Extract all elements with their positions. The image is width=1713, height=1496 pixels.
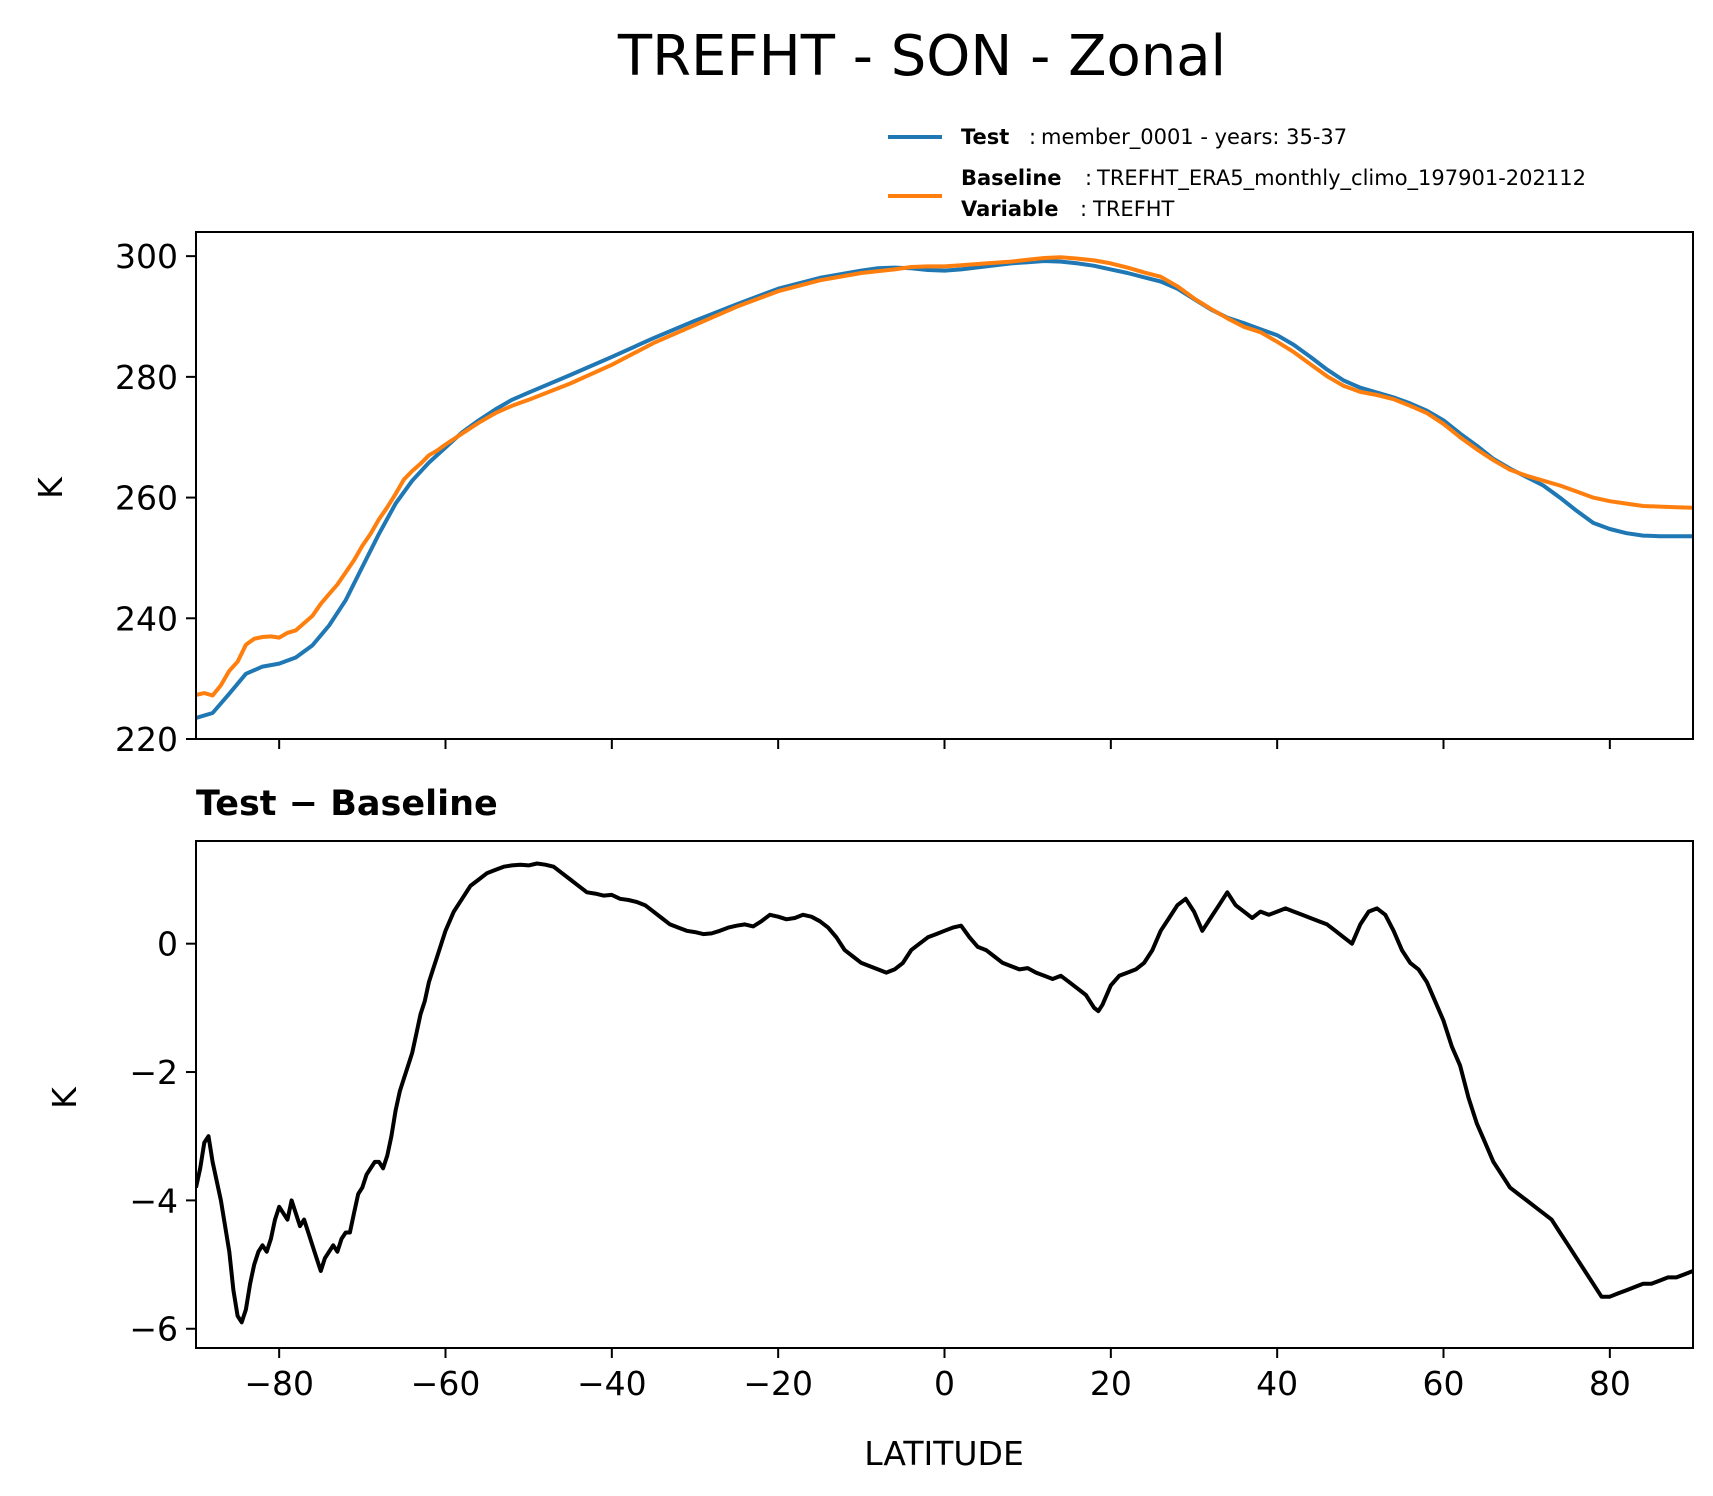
bottom-y-axis-label: K [45, 1086, 84, 1109]
top-y-tick-label: 300 [115, 237, 178, 276]
bottom-series-line-test-baseline [196, 861, 1693, 1325]
bottom-x-tick-label: 0 [934, 1364, 955, 1403]
top-y-tick-label: 280 [115, 358, 178, 397]
top-y-tick-label: 220 [115, 720, 178, 759]
top-series-line-test [196, 259, 1693, 720]
bottom-x-tick-label: 80 [1589, 1364, 1631, 1403]
top-y-tick-label: 260 [115, 479, 178, 518]
top-y-axis-label: K [31, 476, 70, 499]
top-series-line-baseline [196, 255, 1693, 698]
legend-test-text: member_0001 - years: 35-37 [1041, 125, 1347, 150]
bottom-x-tick-label: 60 [1423, 1364, 1465, 1403]
top-y-axis: 220 240 260 280 300 [115, 237, 196, 759]
legend-variable-colon: : [1080, 197, 1087, 221]
x-axis-label: LATITUDE [864, 1434, 1024, 1473]
top-y-tick-label: 240 [115, 599, 178, 638]
bottom-x-tick-label: −40 [577, 1364, 647, 1403]
bottom-x-tick-label: −80 [244, 1364, 314, 1403]
top-x-axis [278, 739, 1611, 749]
bottom-panel-title: Test − Baseline [196, 784, 498, 824]
legend: Test : member_0001 - years: 35-37 Baseli… [888, 125, 1586, 221]
legend-variable-text: TREFHT [1092, 197, 1175, 221]
legend-variable-label: Variable [961, 197, 1058, 221]
top-plot-area [196, 255, 1693, 720]
bottom-panel: Test − Baseline −6−4−20 −80 −60 −40 −20 0 20 4… [45, 784, 1694, 1473]
legend-baseline-label: Baseline [961, 166, 1062, 190]
bottom-x-tick-label: 20 [1090, 1364, 1132, 1403]
bottom-y-axis: −6 −4 −2 0 [129, 925, 196, 1349]
bottom-plot-area [196, 861, 1693, 1325]
bottom-x-axis: −80 −60 −40 −20 0 20 40 60 80 [244, 1348, 1631, 1403]
bottom-y-tick-label: −6 [129, 1310, 178, 1349]
bottom-x-tick-label: −60 [411, 1364, 481, 1403]
top-panel: 220 240 260 280 300 K [31, 231, 1694, 759]
bottom-x-tick-label: −20 [743, 1364, 813, 1403]
bottom-y-tick-label: −4 [129, 1181, 178, 1220]
legend-baseline-text: TREFHT_ERA5_monthly_climo_197901-202112 [1096, 166, 1586, 191]
bottom-x-tick-label: 40 [1256, 1364, 1298, 1403]
figure-title: TREFHT - SON - Zonal [617, 24, 1226, 89]
bottom-y-tick-label: 0 [157, 925, 178, 964]
legend-baseline-colon: : [1085, 166, 1092, 190]
legend-test-colon: : [1029, 125, 1036, 149]
legend-test-label: Test [961, 125, 1009, 149]
bottom-y-tick-label: −2 [129, 1053, 178, 1092]
